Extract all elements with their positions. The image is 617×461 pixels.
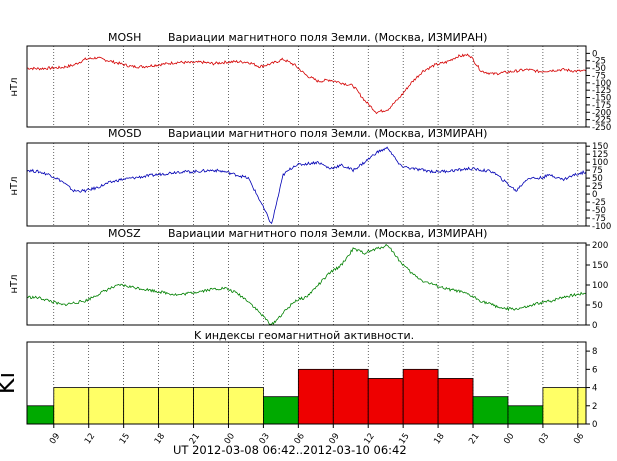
ytick-label-mosh-6: -150: [592, 94, 611, 104]
ytick-label-k-index-3: 2: [592, 402, 597, 412]
ytick-label-mosh-9: -225: [592, 116, 611, 126]
station-label-mosz: MOSZ: [108, 227, 141, 240]
ytick-label-mosd-0: 150: [592, 142, 608, 152]
k-bar-3: [123, 387, 159, 425]
ytick-label-mosh-1: -25: [592, 57, 606, 67]
ytick-label-k-index-2: 4: [592, 384, 597, 394]
series-line-mosh: [26, 53, 587, 115]
panel-mosd: MOSD Вариации магнитного поля Земли. (Мо…: [9, 127, 611, 232]
k-bar-15: [542, 387, 579, 425]
ytick-label-mosd-6: 0: [592, 190, 597, 200]
ytick-label-mosd-5: 25: [592, 182, 603, 192]
k-bar-16: [577, 387, 587, 425]
ytick-label-k-index-4: 0: [592, 420, 597, 430]
time-range-footer: UT 2012-03-08 06:42..2012-03-10 06:42: [173, 443, 407, 457]
k-bar-7: [263, 396, 299, 425]
ytick-label-mosd-7: -25: [592, 198, 606, 208]
xtick-label-0: 09: [48, 432, 62, 447]
series-line-mosz: [26, 243, 587, 325]
k-bar-0: [26, 405, 55, 425]
ytick-label-mosh-3: -75: [592, 71, 606, 81]
xtick-label-11: 18: [432, 432, 446, 447]
series-line-mosd: [26, 146, 587, 225]
panel-title-mosz: Вариации магнитного поля Земли. (Москва,…: [168, 227, 487, 240]
plot-frame-mosz: [26, 242, 587, 326]
ytick-label-k-index-0: 8: [592, 347, 597, 357]
panel-title-mosh: Вариации магнитного поля Земли. (Москва,…: [168, 31, 487, 44]
k-bar-9: [332, 368, 369, 425]
ytick-label-mosz-4: 0: [592, 321, 597, 331]
ytick-label-mosd-10: -100: [592, 222, 611, 232]
ytick-label-mosh-7: -175: [592, 101, 611, 111]
ytick-label-mosd-4: 50: [592, 174, 603, 184]
station-label-mosh: MOSH: [108, 31, 141, 44]
ytick-label-mosd-3: 75: [592, 166, 603, 176]
ytick-label-mosz-2: 100: [592, 281, 608, 291]
ytick-label-mosd-2: 100: [592, 158, 608, 168]
k-bar-13: [472, 396, 509, 425]
ylabel-mosd: нТл: [9, 176, 20, 195]
panel-title-k-index: K индексы геомагнитной активности.: [194, 329, 414, 342]
k-bar-1: [53, 387, 90, 425]
ytick-label-mosz-3: 50: [592, 301, 603, 311]
xtick-label-13: 00: [502, 432, 516, 447]
panel-k-index: K индексы геомагнитной активности. Ki 8 6…: [0, 329, 597, 446]
k-bar-10: [367, 378, 404, 425]
ytick-label-mosh-4: -100: [592, 79, 611, 89]
ylabel-mosh: нТл: [9, 77, 20, 96]
ytick-label-mosh-0: 0: [592, 49, 597, 59]
ylabel-mosz: нТл: [9, 274, 20, 293]
ytick-label-mosz-0: 200: [592, 241, 608, 251]
k-bar-6: [228, 387, 264, 425]
panel-mosh: MOSH Вариации магнитного поля Земли. (Мо…: [9, 31, 611, 133]
ytick-label-mosd-1: 125: [592, 150, 608, 160]
ytick-label-mosh-2: -50: [592, 64, 606, 74]
k-bar-8: [297, 368, 334, 425]
xtick-label-3: 18: [153, 432, 167, 447]
panel-mosz: MOSZ Вариации магнитного поля Земли. (Мо…: [9, 227, 608, 331]
k-bar-12: [437, 378, 474, 425]
ytick-label-mosz-1: 150: [592, 261, 608, 271]
ytick-label-k-index-1: 6: [592, 365, 597, 375]
plot-frame-mosh: [26, 45, 587, 128]
xtick-label-1: 12: [83, 432, 97, 447]
k-bar-14: [507, 405, 544, 425]
k-bar-2: [88, 387, 125, 425]
k-bar-4: [158, 387, 194, 425]
ytick-label-mosh-5: -125: [592, 86, 611, 96]
ytick-label-mosh-10: -250: [592, 123, 611, 133]
xtick-label-15: 06: [572, 432, 586, 447]
ytick-label-mosd-9: -75: [592, 214, 606, 224]
ytick-label-mosh-8: -200: [592, 108, 611, 118]
k-bar-11: [402, 368, 439, 425]
ylabel-ki: Ki: [0, 372, 20, 394]
k-bar-5: [193, 387, 229, 425]
plot-frame-mosd: [26, 142, 587, 227]
station-label-mosd: MOSD: [108, 127, 142, 140]
plot-frame-k-index: [26, 341, 587, 425]
xtick-label-12: 21: [467, 432, 481, 447]
panel-title-mosd: Вариации магнитного поля Земли. (Москва,…: [168, 127, 487, 140]
xtick-label-14: 03: [537, 432, 551, 447]
ytick-label-mosd-8: -50: [592, 206, 606, 216]
xtick-label-2: 15: [118, 432, 132, 447]
